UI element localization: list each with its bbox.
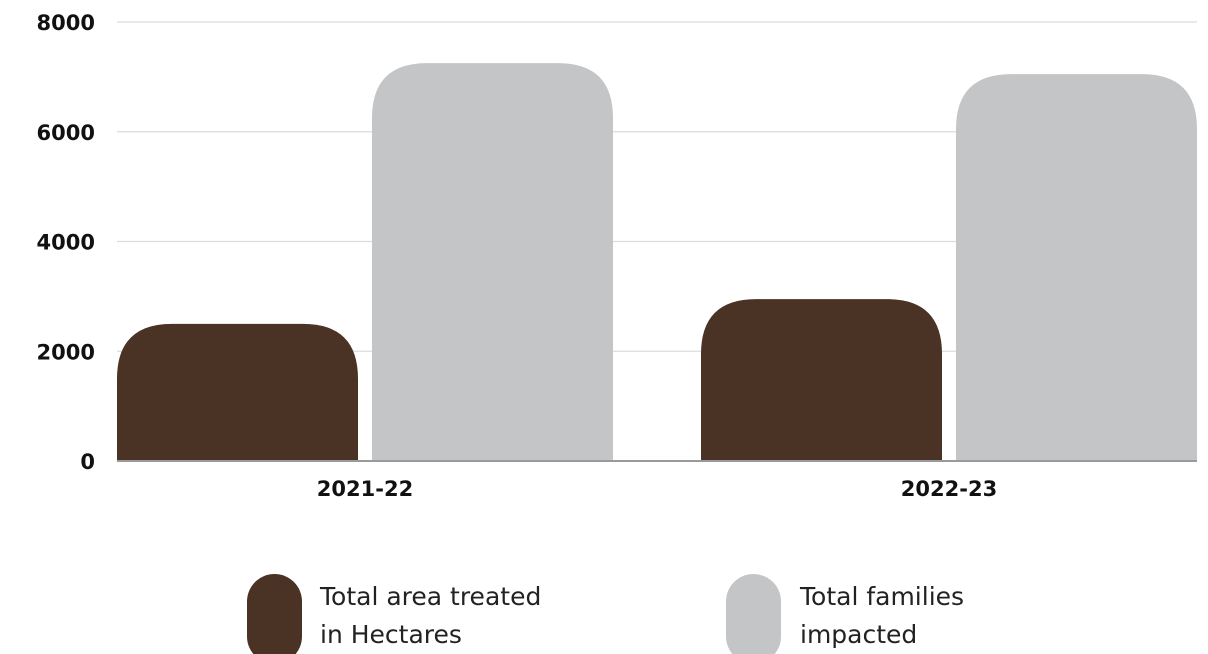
legend-item: Total families impacted [726,574,964,654]
y-tick-label: 8000 [37,11,95,35]
legend-label: Total families [799,582,964,611]
bar-families-impacted-2022-23 [956,74,1197,461]
y-axis: 0 2000 4000 6000 8000 [37,11,95,474]
legend-label: Total area treated [319,582,541,611]
legend-swatch [247,574,302,654]
y-tick-label: 0 [80,450,95,474]
legend-item: Total area treated in Hectares [247,574,541,654]
bars [117,63,1197,461]
x-tick-label: 2021-22 [317,477,413,501]
bar-families-impacted-2021-22 [372,63,613,461]
legend-label: in Hectares [320,620,462,649]
y-tick-label: 4000 [37,231,95,255]
legend-swatch [726,574,781,654]
legend-label: impacted [800,620,917,649]
bar-area-treated-2022-23 [701,299,942,461]
bar-area-treated-2021-22 [117,323,358,461]
y-tick-label: 6000 [37,121,95,145]
legend: Total area treated in Hectares Total famil… [247,574,964,654]
y-tick-label: 2000 [37,340,95,364]
x-axis: 2021-22 2022-23 [317,477,997,501]
x-tick-label: 2022-23 [901,477,997,501]
